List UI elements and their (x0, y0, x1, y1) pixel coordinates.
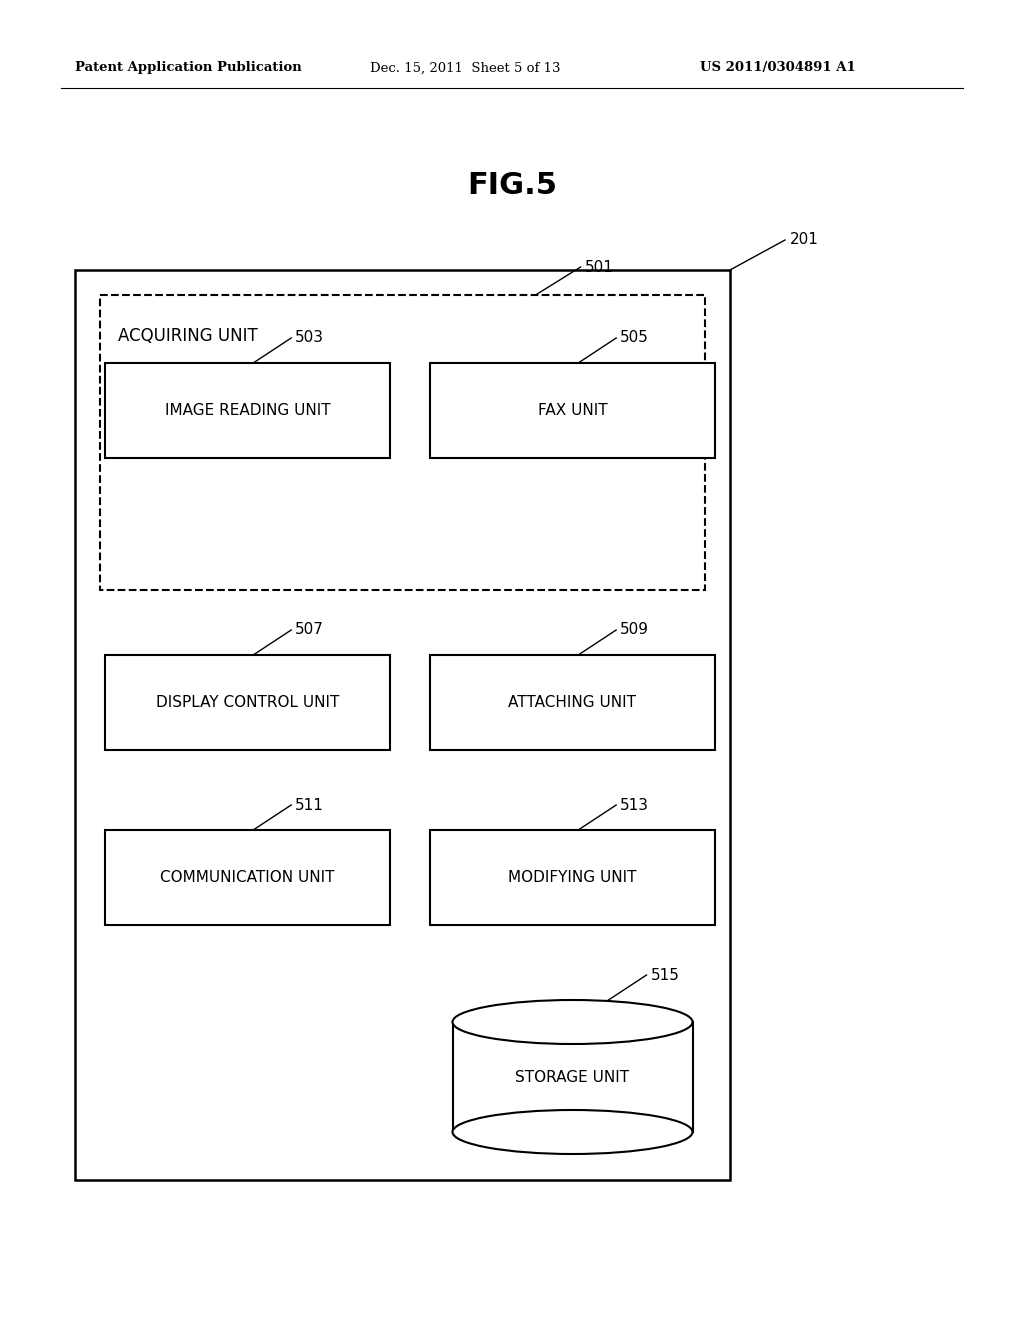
Bar (100, 294, 705, 590)
Text: 515: 515 (650, 968, 679, 982)
Text: 509: 509 (621, 623, 649, 638)
Text: 507: 507 (295, 623, 324, 638)
Text: MODIFYING UNIT: MODIFYING UNIT (508, 870, 637, 884)
Text: 503: 503 (295, 330, 325, 346)
Bar (75, 271, 730, 1180)
Text: 505: 505 (621, 330, 649, 346)
Bar (105, 363, 390, 458)
Text: 511: 511 (295, 797, 324, 813)
Text: STORAGE UNIT: STORAGE UNIT (515, 1069, 630, 1085)
Ellipse shape (453, 1110, 692, 1154)
Bar (453, 1022, 692, 1133)
Text: US 2011/0304891 A1: US 2011/0304891 A1 (700, 62, 856, 74)
Bar (430, 830, 715, 925)
Text: Patent Application Publication: Patent Application Publication (75, 62, 302, 74)
Text: DISPLAY CONTROL UNIT: DISPLAY CONTROL UNIT (156, 696, 339, 710)
Bar (105, 830, 390, 925)
Ellipse shape (453, 1001, 692, 1044)
Text: 513: 513 (621, 797, 649, 813)
Text: ACQUIRING UNIT: ACQUIRING UNIT (118, 327, 258, 345)
Bar (430, 363, 715, 458)
Text: Dec. 15, 2011  Sheet 5 of 13: Dec. 15, 2011 Sheet 5 of 13 (370, 62, 560, 74)
Text: FAX UNIT: FAX UNIT (538, 403, 607, 418)
Text: FIG.5: FIG.5 (467, 170, 557, 199)
Text: COMMUNICATION UNIT: COMMUNICATION UNIT (160, 870, 335, 884)
Bar (430, 655, 715, 750)
Text: IMAGE READING UNIT: IMAGE READING UNIT (165, 403, 331, 418)
Bar (105, 655, 390, 750)
Text: 501: 501 (585, 260, 613, 275)
Text: 201: 201 (790, 232, 819, 248)
Text: ATTACHING UNIT: ATTACHING UNIT (509, 696, 637, 710)
